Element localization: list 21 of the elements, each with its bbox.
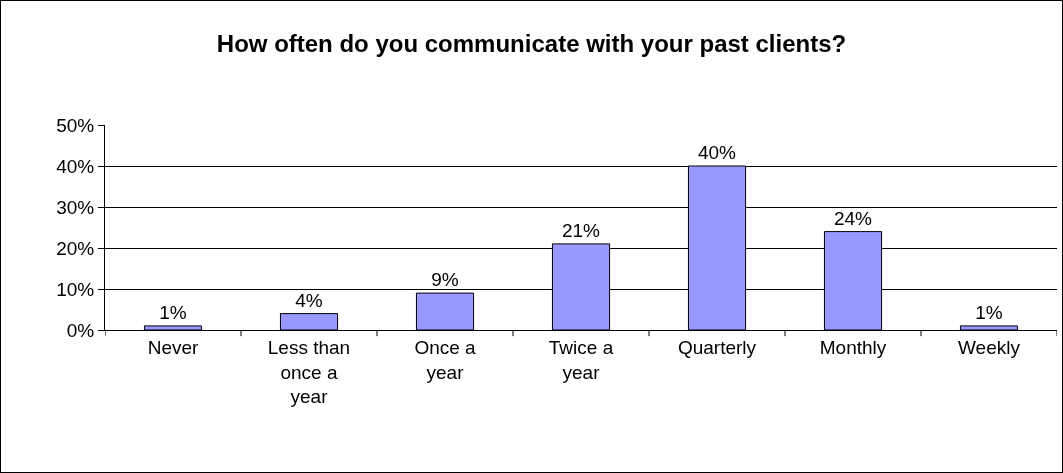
x-tick-label: Once a year: [414, 336, 477, 383]
x-tick-label: Quarterly: [677, 336, 757, 358]
y-tick-label: 10%: [56, 278, 95, 300]
chart-title: How often do you communicate with your past clients?: [216, 29, 847, 57]
data-label: 1%: [159, 301, 187, 323]
x-tick-label: Twice a year: [548, 336, 614, 383]
x-tick-label: Less than once a year: [267, 336, 351, 408]
data-label: 24%: [833, 207, 873, 229]
data-label: 4%: [295, 289, 323, 311]
data-label: 1%: [975, 301, 1003, 323]
y-tick-label: 30%: [56, 196, 95, 218]
data-label: 9%: [431, 269, 459, 291]
x-tick-label: Monthly: [819, 336, 887, 358]
y-tick-label: 0%: [66, 319, 95, 341]
y-tick-label: 40%: [56, 155, 95, 177]
y-tick-label: 50%: [56, 114, 95, 136]
data-label: 21%: [561, 219, 601, 241]
y-tick-label: 20%: [56, 237, 95, 259]
data-label: 40%: [697, 142, 737, 163]
x-tick-label: Never: [147, 336, 200, 358]
x-tick-label: Weekly: [958, 336, 1021, 358]
